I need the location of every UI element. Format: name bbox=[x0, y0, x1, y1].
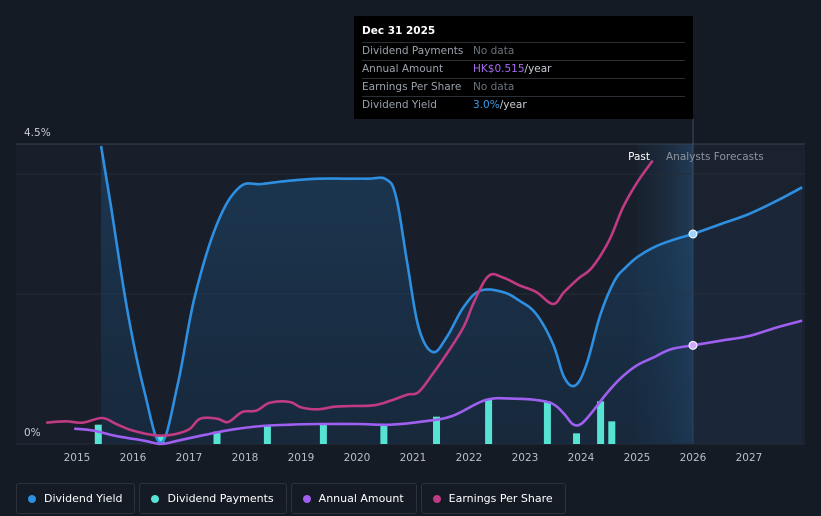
dividend-chart: 4.5% 0% Past Analysts Forecasts 2015 2016… bbox=[16, 119, 805, 464]
y-axis-top-label: 4.5% bbox=[24, 127, 51, 139]
dividend-yield-forecast-line bbox=[692, 186, 803, 236]
x-tick-label: 2017 bbox=[176, 452, 203, 464]
dividend-payment-bar bbox=[380, 424, 388, 444]
tooltip-value: No data bbox=[473, 45, 515, 57]
x-tick-label: 2020 bbox=[344, 452, 371, 464]
y-axis-bottom-label: 0% bbox=[24, 427, 41, 439]
legend-label: Dividend Payments bbox=[167, 492, 274, 505]
legend-dot-icon bbox=[432, 494, 441, 503]
x-tick-label: 2021 bbox=[400, 452, 427, 464]
x-tick-label: 2022 bbox=[456, 452, 483, 464]
dividend-payment-bar bbox=[573, 433, 581, 444]
annual-amount-marker bbox=[688, 340, 698, 350]
x-tick-label: 2019 bbox=[288, 452, 315, 464]
x-tick-label: 2023 bbox=[512, 452, 539, 464]
dividend-payment-bar bbox=[608, 421, 616, 444]
chart-legend: Dividend Yield Dividend Payments Annual … bbox=[16, 483, 566, 514]
tooltip-row-dividend-payments: Dividend Payments No data bbox=[362, 43, 685, 61]
dividend-yield-marker bbox=[688, 229, 698, 239]
tooltip-label: Dividend Yield bbox=[362, 99, 437, 111]
x-tick-label: 2015 bbox=[64, 452, 91, 464]
tooltip-row-dividend-yield: Dividend Yield 3.0%/year bbox=[362, 97, 685, 114]
tooltip-date: Dec 31 2025 bbox=[362, 22, 685, 43]
tooltip-label: Earnings Per Share bbox=[362, 81, 462, 93]
tooltip-label: Annual Amount bbox=[362, 63, 444, 75]
legend-earnings-per-share[interactable]: Earnings Per Share bbox=[420, 483, 566, 514]
dividend-payment-bar bbox=[263, 424, 271, 444]
legend-dividend-payments[interactable]: Dividend Payments bbox=[139, 483, 287, 514]
x-tick-label: 2025 bbox=[624, 452, 651, 464]
dividend-payment-bar bbox=[319, 423, 327, 444]
legend-label: Annual Amount bbox=[318, 492, 404, 505]
tooltip-unit: /year bbox=[524, 63, 552, 75]
annual-amount-line bbox=[74, 344, 694, 446]
tooltip-unit: /year bbox=[499, 99, 527, 111]
x-tick-label: 2018 bbox=[232, 452, 259, 464]
legend-dot-icon bbox=[28, 494, 36, 503]
dividend-yield-line bbox=[99, 145, 694, 444]
legend-dot-icon bbox=[151, 494, 160, 503]
dividend-payment-bar bbox=[94, 424, 102, 444]
legend-label: Earnings Per Share bbox=[448, 492, 553, 505]
earnings-per-share-line bbox=[46, 159, 654, 438]
legend-dot-icon bbox=[302, 494, 311, 503]
dividend-payment-bar bbox=[597, 401, 605, 444]
annual-amount-forecast-line bbox=[692, 319, 803, 347]
dividend-payment-bar bbox=[433, 416, 441, 444]
dividend-payment-bar bbox=[485, 398, 493, 444]
tooltip-label: Dividend Payments bbox=[362, 45, 464, 57]
legend-annual-amount[interactable]: Annual Amount bbox=[290, 483, 417, 514]
hover-tooltip: Dec 31 2025 Dividend Payments No data An… bbox=[354, 16, 693, 119]
legend-label: Dividend Yield bbox=[44, 492, 123, 505]
dividend-payment-bar bbox=[213, 431, 221, 444]
dividend-payment-bar bbox=[157, 436, 165, 444]
dividend-yield-forecast-area bbox=[693, 187, 803, 444]
dividend-yield-area bbox=[101, 146, 693, 444]
x-tick-label: 2016 bbox=[120, 452, 147, 464]
tooltip-value: HK$0.515 bbox=[473, 63, 525, 75]
dividend-payment-bar bbox=[543, 401, 551, 444]
x-tick-label: 2026 bbox=[680, 452, 707, 464]
forecast-label: Analysts Forecasts bbox=[666, 151, 764, 163]
tooltip-value: 3.0% bbox=[473, 99, 500, 111]
tooltip-row-annual-amount: Annual Amount HK$0.515/year bbox=[362, 61, 685, 79]
tooltip-row-earnings-per-share: Earnings Per Share No data bbox=[362, 79, 685, 97]
x-tick-label: 2024 bbox=[568, 452, 595, 464]
past-label: Past bbox=[628, 151, 650, 163]
legend-dividend-yield[interactable]: Dividend Yield bbox=[16, 483, 136, 514]
tooltip-value: No data bbox=[473, 81, 515, 93]
x-tick-label: 2027 bbox=[736, 452, 763, 464]
